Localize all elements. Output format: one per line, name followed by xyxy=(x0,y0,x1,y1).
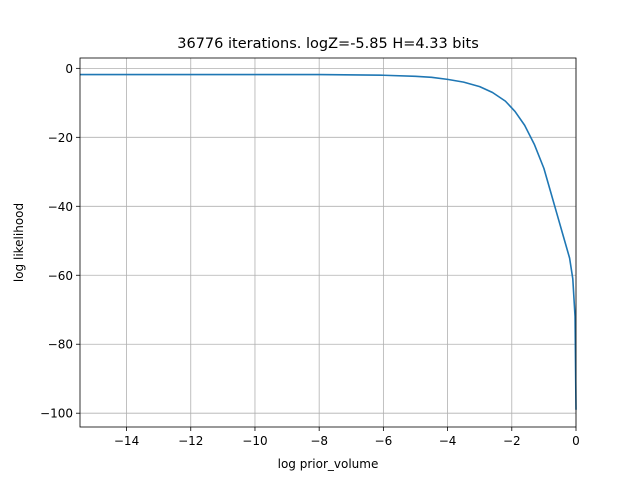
x-tick-label: −4 xyxy=(439,434,457,448)
chart-title: 36776 iterations. logZ=-5.85 H=4.33 bits xyxy=(177,36,479,52)
y-tick-label: −40 xyxy=(48,200,73,214)
x-tick-label: −14 xyxy=(114,434,139,448)
series-layer xyxy=(80,73,577,410)
x-tick-label: −10 xyxy=(242,434,267,448)
x-axis-label: log prior_volume xyxy=(278,457,379,471)
y-axis-label: log likelihood xyxy=(12,203,26,282)
y-tick-label: −80 xyxy=(48,338,73,352)
x-axis: −14 −12 −10 −8 −6 −4 −2 0 xyxy=(114,427,580,448)
y-axis: 0 −20 −40 −60 −80 −100 xyxy=(40,62,80,421)
grid xyxy=(80,58,577,427)
x-tick-label: −2 xyxy=(503,434,521,448)
x-tick-label: −8 xyxy=(310,434,328,448)
x-tick-label: −6 xyxy=(375,434,393,448)
y-tick-label: 0 xyxy=(65,62,73,76)
x-tick-label: 0 xyxy=(572,434,580,448)
plot-frame xyxy=(79,57,577,428)
x-tick-label: −12 xyxy=(178,434,203,448)
y-tick-label: −20 xyxy=(48,131,73,145)
y-tick-label: −60 xyxy=(48,269,73,283)
series-line xyxy=(80,73,577,410)
y-tick-label: −100 xyxy=(40,407,73,421)
